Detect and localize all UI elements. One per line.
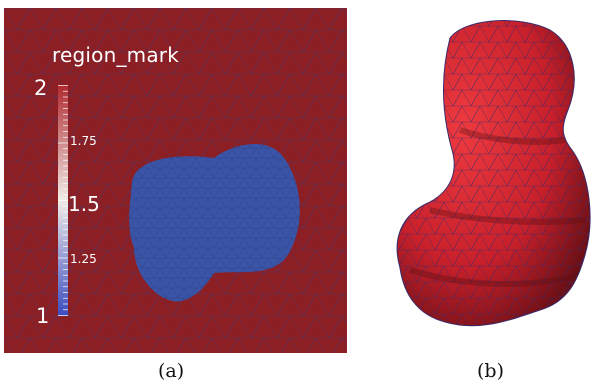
colorbar-tick-label: 2 — [34, 76, 48, 100]
colorbar-tick-label: 1.75 — [70, 134, 97, 148]
surface-mesh-render — [396, 20, 591, 327]
colorbar-tick-label: 1.5 — [68, 192, 100, 216]
surface-mesh-edges — [397, 20, 591, 326]
colorbar-tick-label: 1 — [36, 304, 50, 328]
mesh-slice-render — [4, 8, 347, 353]
colorbar — [58, 85, 68, 316]
colorbar-ticks — [58, 85, 68, 316]
caption-b: (b) — [477, 360, 504, 382]
mesh-slice-panel: region_mark 2 1.75 1.5 1.25 1 — [4, 8, 347, 353]
surface-mesh-panel — [390, 10, 600, 342]
surface-outline — [396, 20, 591, 327]
colorbar-title: region_mark — [52, 43, 179, 67]
colorbar-tick-label: 1.25 — [70, 252, 97, 266]
caption-a: (a) — [158, 360, 185, 382]
